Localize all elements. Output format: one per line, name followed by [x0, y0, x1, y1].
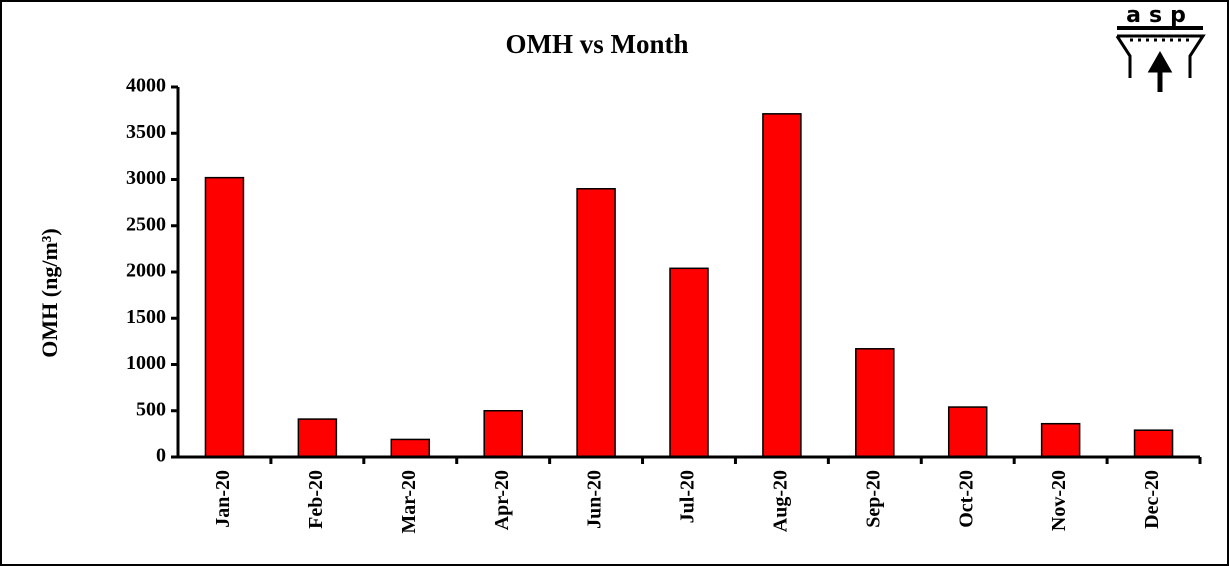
logo-text: asp: [1126, 3, 1194, 28]
x-tick-label: Nov-20: [1048, 470, 1070, 531]
bar: [297, 418, 338, 458]
x-tick-label: Sep-20: [862, 470, 884, 528]
y-tick-label: 2500: [126, 213, 166, 235]
logo-bar: [1117, 26, 1203, 30]
bar: [669, 267, 709, 458]
y-tick-label: 2000: [126, 260, 166, 282]
bar: [204, 176, 245, 458]
y-tick-label: 3000: [126, 167, 166, 189]
y-tick-label: 500: [136, 398, 166, 420]
x-tick-label: Jan-20: [212, 470, 234, 528]
bar: [762, 113, 802, 458]
y-tick-label: 1500: [126, 306, 166, 328]
bar: [855, 348, 895, 458]
x-tick-label: Oct-20: [955, 470, 977, 528]
bar: [1040, 422, 1081, 458]
y-tick-label: 0: [156, 445, 166, 467]
logo: asp: [1115, 3, 1206, 92]
bar: [390, 438, 431, 458]
chart-title: OMH vs Month: [505, 29, 688, 59]
y-axis-label: OMH (ng/m³): [37, 228, 62, 357]
x-tick-label: Dec-20: [1141, 470, 1163, 529]
x-tick-label: Aug-20: [770, 470, 792, 532]
bar: [1133, 429, 1174, 458]
x-tick-label: Jul-20: [677, 470, 699, 523]
logo-arrow: [1147, 50, 1173, 92]
y-tick-label: 1000: [126, 352, 166, 374]
y-tick-label: 3500: [126, 121, 166, 143]
bar: [483, 410, 523, 458]
x-tick-label: Mar-20: [398, 470, 420, 534]
x-tick-label: Jun-20: [584, 470, 606, 529]
y-tick-label: 4000: [126, 75, 166, 97]
bar: [576, 188, 616, 458]
x-tick-label: Apr-20: [491, 470, 513, 530]
x-tick-label: Feb-20: [305, 470, 327, 529]
bar: [947, 406, 988, 458]
logo-funnel: [1115, 34, 1206, 78]
